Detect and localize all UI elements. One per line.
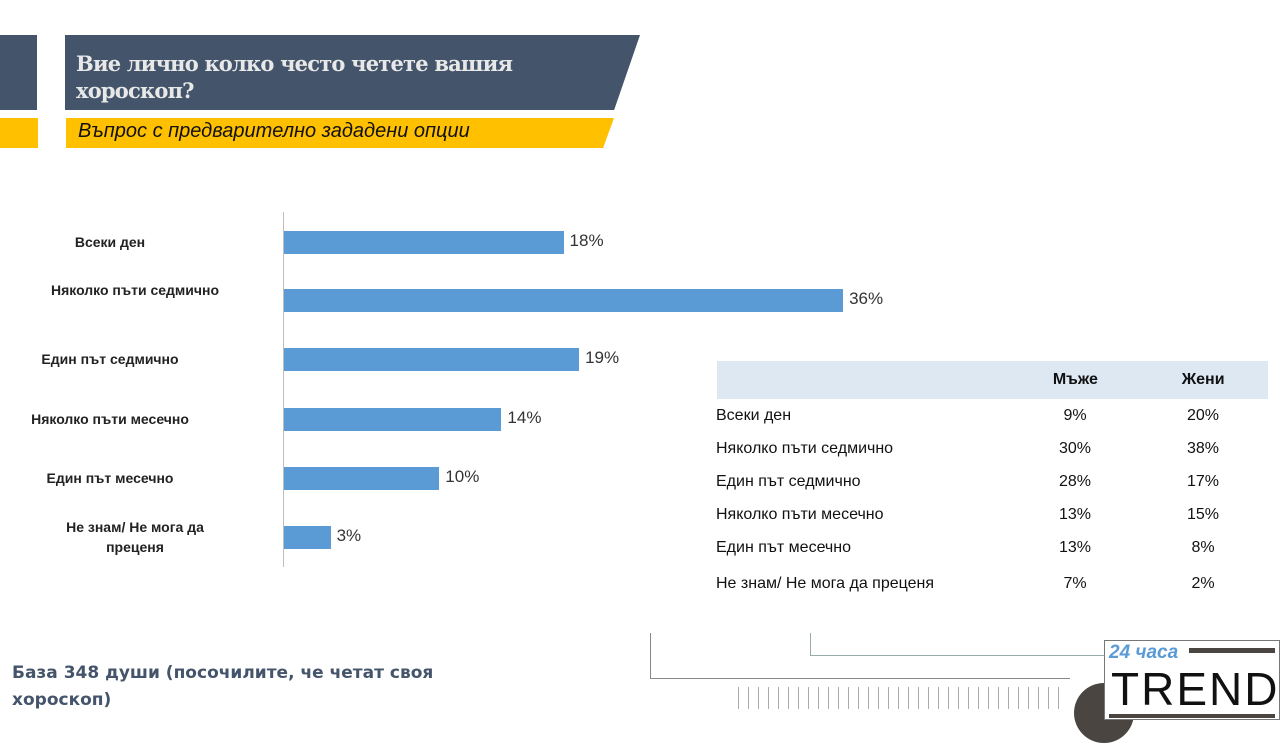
- table-cell: 2%: [1191, 575, 1215, 592]
- table-cell: 7%: [1063, 575, 1087, 592]
- bar: [284, 289, 844, 312]
- page-subtitle: Въпрос с предварително зададени опции: [78, 120, 470, 142]
- table-cell: 20%: [1186, 406, 1220, 424]
- table-header: Мъже Жени: [716, 361, 1268, 399]
- logo-bar: [1189, 648, 1275, 653]
- table-cell: 28%: [1058, 472, 1092, 490]
- category-label: Няколко пъти седмично: [50, 282, 220, 298]
- gender-table: Мъже Жени Всеки ден 9% 20% Няколко пъти сед…: [716, 361, 1268, 604]
- table-cell: 13%: [1058, 505, 1092, 523]
- table-cell: 15%: [1186, 505, 1220, 523]
- table-row: Няколко пъти месечно 13% 15%: [716, 498, 1268, 531]
- table-cell: Един път седмично: [716, 472, 861, 490]
- bar: [284, 526, 331, 549]
- bar: [284, 467, 440, 490]
- table-cell: Не знам/ Не мога да преценя: [716, 575, 935, 592]
- page-title: Вие лично колко често четете вашия хорос…: [76, 51, 513, 103]
- chart-axis: [283, 212, 284, 567]
- decor-line: [810, 655, 1105, 656]
- table-cell: 8%: [1191, 538, 1215, 556]
- data-label: 19%: [585, 348, 620, 367]
- title-banner: [65, 35, 640, 110]
- table-cell: 38%: [1186, 439, 1220, 457]
- category-label: Един път месечно: [46, 470, 174, 486]
- table-row: Един път месечно 13% 8%: [716, 531, 1268, 564]
- table-cell: Няколко пъти месечно: [716, 505, 884, 523]
- table-cell: 9%: [1063, 406, 1087, 424]
- table-row: Няколко пъти седмично 30% 38%: [716, 432, 1268, 465]
- table-cell: 17%: [1186, 472, 1220, 490]
- data-label: 3%: [336, 526, 362, 545]
- category-label: Няколко пъти месечно: [31, 411, 189, 427]
- table-cell: 13%: [1058, 538, 1092, 556]
- table-row: Един път седмично 28% 17%: [716, 465, 1268, 498]
- logo-top-text: 24 часа: [1109, 642, 1179, 663]
- table-header-cell: Жени: [1181, 371, 1225, 388]
- base-note: База 348 души (посочилите, че четат своя…: [12, 663, 434, 710]
- decor-ticks: [738, 687, 1068, 709]
- bar: [284, 231, 564, 254]
- logo-bar: [1109, 714, 1275, 718]
- table-cell: Един път месечно: [716, 538, 851, 556]
- data-label: 18%: [569, 231, 604, 250]
- table-header-cell: Мъже: [1052, 371, 1098, 388]
- decor-line: [650, 633, 651, 679]
- header-accent-block: [0, 35, 37, 110]
- category-label: Един път седмично: [41, 351, 179, 367]
- table-cell: 30%: [1058, 439, 1092, 457]
- decor-line: [650, 678, 1070, 679]
- table-cell: Няколко пъти седмично: [716, 439, 894, 457]
- subtitle-banner: [66, 118, 614, 148]
- decor-line: [810, 633, 811, 655]
- subheader-accent-block: [0, 118, 38, 148]
- logo-bottom-text: TREND: [1111, 663, 1280, 715]
- data-label: 14%: [507, 408, 542, 427]
- table-cell: Всеки ден: [716, 406, 792, 424]
- data-label: 36%: [849, 289, 884, 308]
- bar: [284, 408, 502, 431]
- category-label: Всеки ден: [74, 234, 146, 250]
- category-label: Не знам/ Не мога да преценя: [66, 519, 204, 555]
- logo: 24 часа TREND: [1104, 640, 1280, 720]
- bar: [284, 348, 580, 371]
- data-label: 10%: [445, 467, 480, 486]
- table-row: Всеки ден 9% 20%: [716, 399, 1268, 432]
- table-row: Не знам/ Не мога да преценя 7% 2%: [716, 564, 1268, 604]
